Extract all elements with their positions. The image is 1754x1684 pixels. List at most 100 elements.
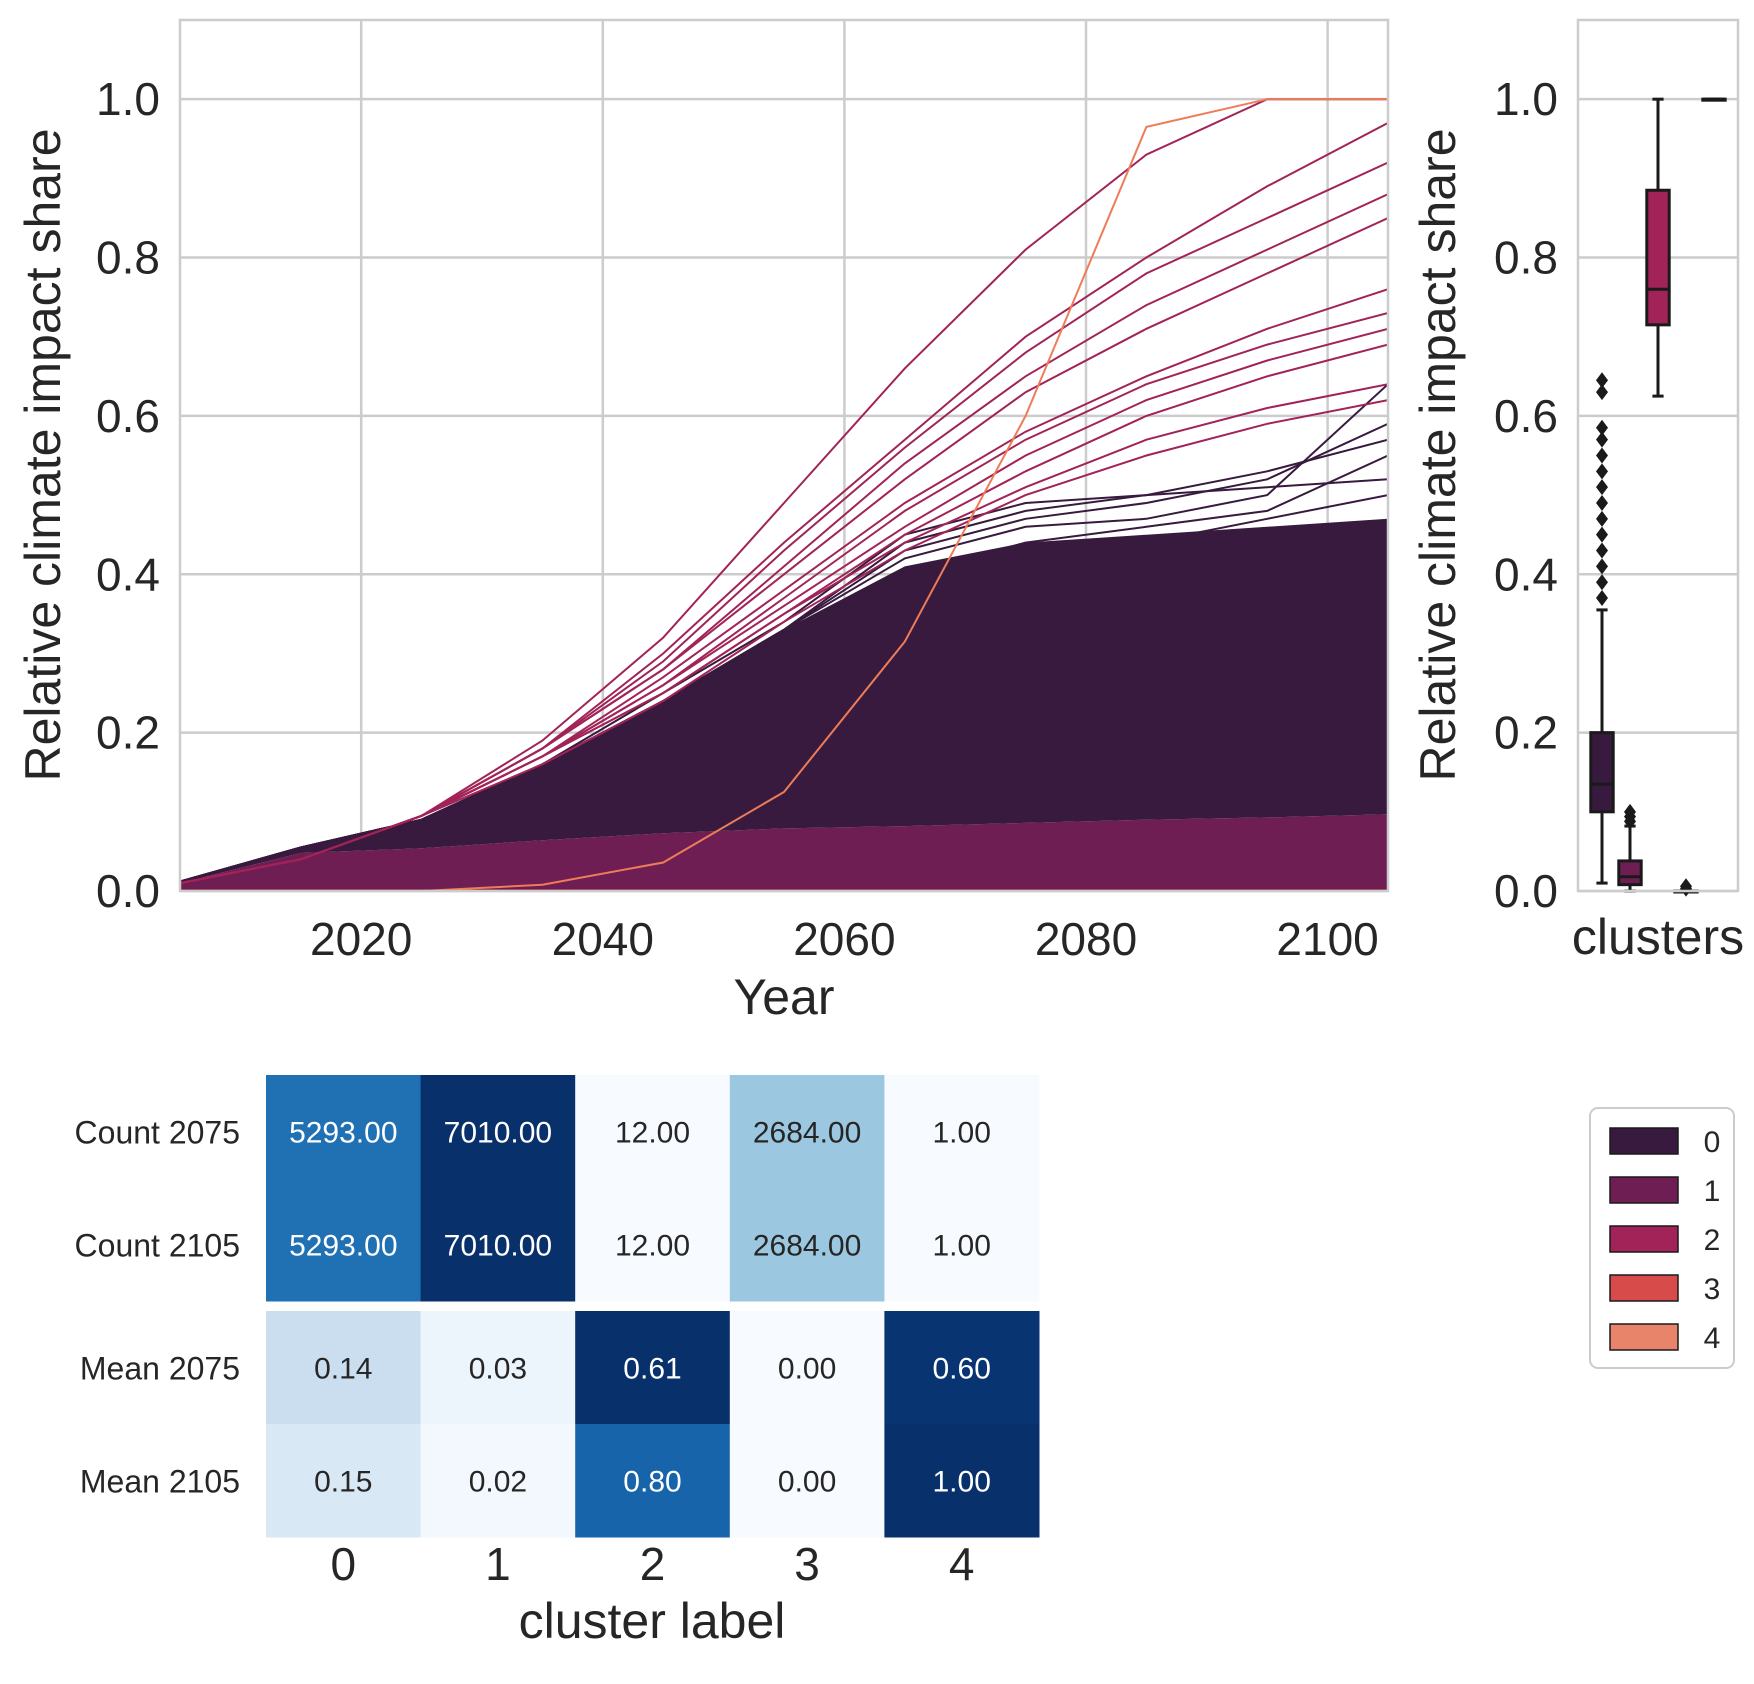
line-x-tick-label: 2020	[310, 913, 412, 965]
box-plot-panel: 0.0 0.2 0.4 0.6 0.8 1.0 clusters Relative cli…	[1410, 18, 1744, 965]
heatmap-row-label: Count 2105	[75, 1228, 240, 1264]
box-outlier-point	[1596, 384, 1608, 401]
line-ticks: 2020 2040 2060 2080 2100 0.0 0.2 0.4 0.6 0.8 1.0	[96, 73, 1379, 965]
box-outlier-point	[1596, 510, 1608, 527]
heatmap-cell-value: 2684.00	[753, 1117, 861, 1150]
heatmap-cell	[420, 1188, 576, 1302]
heatmap-cell-value: 7010.00	[444, 1117, 552, 1150]
heatmap-cell-value: 1.00	[933, 1230, 991, 1263]
line-chart-panel: 2020 2040 2060 2080 2100 0.0 0.2 0.4 0.6 0.8 1.0 Y…	[15, 18, 1390, 1025]
legend-entry: 4	[1609, 1322, 1721, 1355]
heatmap-cell	[420, 1075, 576, 1189]
box-y-tick-label: 1.0	[1494, 73, 1558, 125]
box-y-axis-label: Relative climate impact share	[1410, 128, 1466, 781]
legend-label: 3	[1704, 1273, 1721, 1306]
line-y-tick-label: 0.6	[96, 390, 160, 442]
line-grid	[180, 20, 1388, 893]
line-x-tick-label: 2100	[1276, 913, 1378, 965]
box-iqr	[1589, 731, 1615, 814]
heatmap-row-label: Mean 2105	[80, 1464, 240, 1500]
heatmap-cell	[884, 1075, 1040, 1189]
legend-swatch	[1609, 1176, 1679, 1204]
heatmap-cell-value: 5293.00	[289, 1230, 397, 1263]
box-outlier-point	[1596, 479, 1608, 496]
legend-swatch	[1609, 1274, 1679, 1302]
box-y-tick-label: 0.2	[1494, 707, 1558, 759]
legend-label: 0	[1704, 1126, 1721, 1159]
cluster-2-box	[1645, 97, 1671, 398]
heatmap-cell-value: 0.00	[778, 1353, 836, 1386]
heatmap-row-label: Mean 2075	[80, 1351, 240, 1387]
cluster-legend: 0 1 2 3 4	[1589, 1107, 1735, 1369]
heatmap-cell-value: 0.15	[314, 1466, 372, 1499]
heatmap-cell-value: 12.00	[615, 1230, 690, 1263]
legend-entry: 0	[1609, 1126, 1721, 1159]
heatmap-cell	[575, 1075, 731, 1189]
heatmap-column-label: 1	[485, 1538, 511, 1590]
box-outlier-point	[1596, 574, 1608, 591]
legend-entry: 3	[1609, 1273, 1721, 1306]
heatmap-labels: 5293.00 7010.00 12.00 2684.00 1.00 Count 2075…	[75, 1115, 991, 1591]
heatmap-cell-value: 0.80	[623, 1466, 681, 1499]
heatmap-cell-value: 0.00	[778, 1466, 836, 1499]
box-outlier-point	[1596, 590, 1608, 607]
line-y-tick-label: 0.8	[96, 232, 160, 284]
cluster-4-box	[1701, 97, 1727, 102]
legend-swatch	[1609, 1127, 1679, 1155]
heatmap-cell-value: 0.02	[469, 1466, 527, 1499]
box-outlier-point	[1596, 542, 1608, 559]
line-x-tick-label: 2080	[1035, 913, 1137, 965]
cluster-0-box	[1589, 372, 1615, 885]
heatmap-cell-value: 1.00	[933, 1117, 991, 1150]
heatmap-cell	[266, 1424, 422, 1538]
line-plot-frame	[178, 18, 1390, 893]
heatmap-cell	[729, 1188, 885, 1302]
heatmap-cell	[420, 1424, 576, 1538]
heatmap-cell	[884, 1311, 1040, 1425]
heatmap-cell	[729, 1311, 885, 1425]
heatmap-x-axis-label: cluster label	[519, 1593, 786, 1649]
box-y-tick-label: 0.6	[1494, 390, 1558, 442]
legend-entries: 0 1 2 3 4	[1609, 1126, 1721, 1355]
box-outlier-point	[1596, 463, 1608, 480]
legend-label: 1	[1704, 1175, 1721, 1208]
line-y-tick-label: 0.0	[96, 865, 160, 917]
heatmap-cell-value: 1.00	[933, 1466, 991, 1499]
heatmap-column-label: 0	[331, 1538, 357, 1590]
legend-entry: 2	[1609, 1224, 1721, 1257]
heatmap-column-label: 2	[640, 1538, 666, 1590]
heatmap-cell-value: 7010.00	[444, 1230, 552, 1263]
box-y-tick-label: 0.4	[1494, 548, 1558, 600]
box-outlier-point	[1624, 803, 1636, 820]
heatmap-cell	[884, 1188, 1040, 1302]
line-x-tick-label: 2060	[793, 913, 895, 965]
heatmap-column-label: 3	[794, 1538, 820, 1590]
box-y-tick-label: 0.0	[1494, 865, 1558, 917]
line-series	[180, 98, 1388, 891]
heatmap-cell-value: 2684.00	[753, 1230, 861, 1263]
heatmap-cells	[266, 1075, 1040, 1538]
line-y-tick-label: 0.2	[96, 707, 160, 759]
legend-entry: 1	[1609, 1175, 1721, 1208]
box-outlier-point	[1596, 419, 1608, 436]
cluster-1-band	[180, 814, 1388, 891]
box-iqr	[1617, 859, 1643, 887]
heatmap-cell	[266, 1188, 422, 1302]
legend-swatch	[1609, 1323, 1679, 1351]
line-x-tick-label: 2040	[552, 913, 654, 965]
box-outlier-point	[1596, 431, 1608, 448]
heatmap-cell-value: 0.61	[623, 1353, 681, 1386]
heatmap-panel: 5293.00 7010.00 12.00 2684.00 1.00 Count 2075…	[75, 1075, 1040, 1649]
legend-swatch	[1609, 1225, 1679, 1253]
heatmap-cell-value: 0.60	[933, 1353, 991, 1386]
cluster-1-box	[1617, 803, 1643, 893]
line-y-tick-label: 1.0	[96, 73, 160, 125]
legend-label: 2	[1704, 1224, 1721, 1257]
heatmap-cell	[266, 1311, 422, 1425]
legend-label: 4	[1704, 1322, 1721, 1355]
box-outlier-point	[1596, 372, 1608, 389]
heatmap-cell-value: 5293.00	[289, 1117, 397, 1150]
heatmap-cell-value: 0.03	[469, 1353, 527, 1386]
box-outlier-point	[1596, 558, 1608, 575]
